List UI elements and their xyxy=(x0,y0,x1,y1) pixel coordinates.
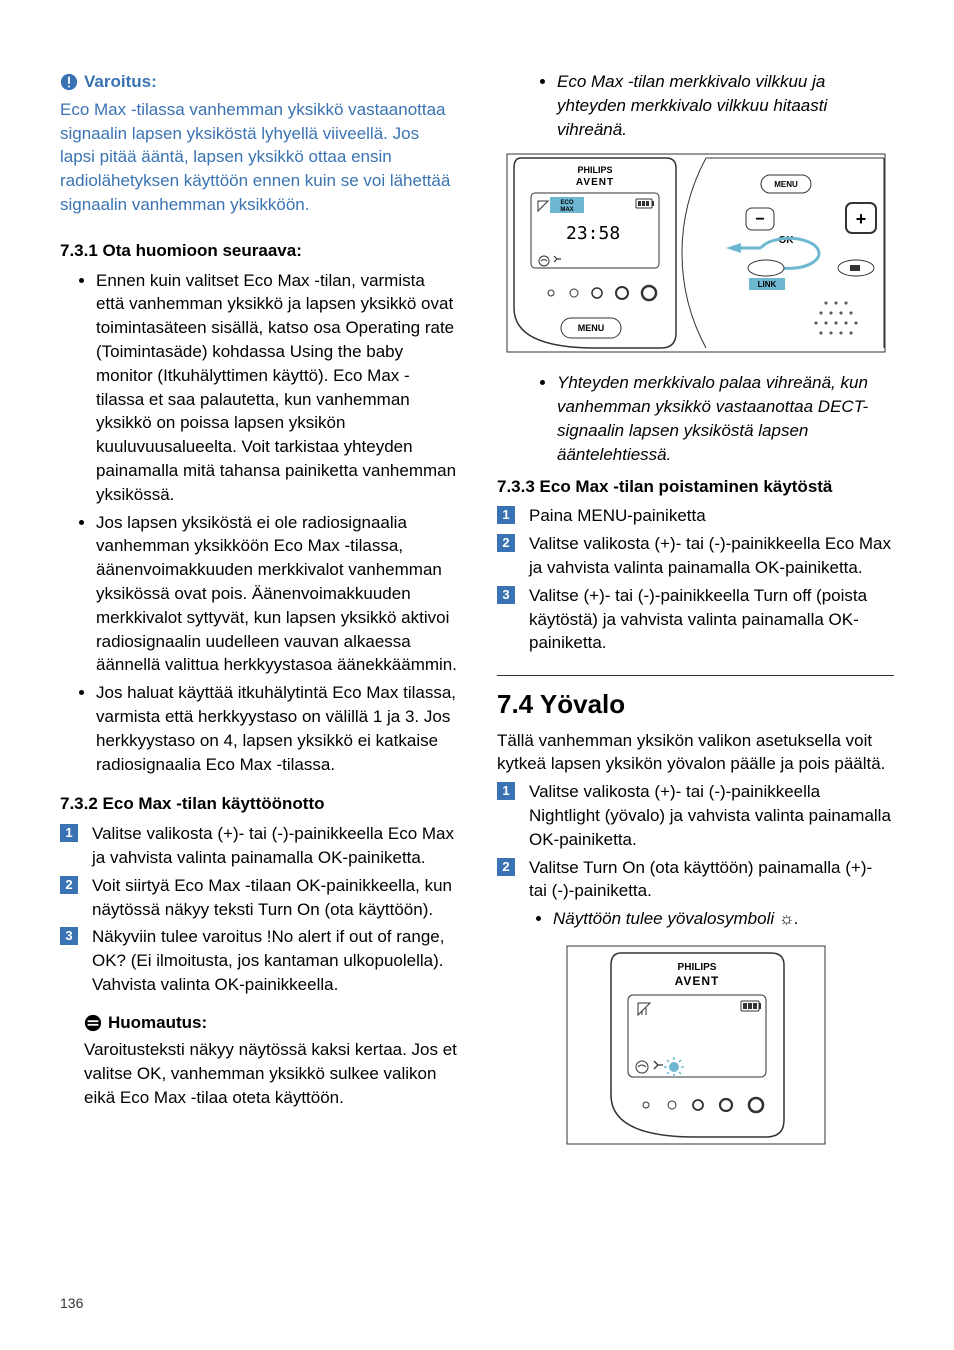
step-text: Valitse (+)- tai (-)-painikkeella Turn o… xyxy=(529,586,867,653)
warning-header: Varoitus: xyxy=(60,70,457,94)
list-7-3-1: Ennen kuin valitset Eco Max -tilan, varm… xyxy=(60,269,457,777)
step-number: 1 xyxy=(497,506,515,524)
heading-7-4: 7.4 Yövalo xyxy=(497,689,625,719)
list-item: Yhteyden merkkivalo palaa vihreänä, kun … xyxy=(557,371,894,466)
section-7-4-intro: Tällä vanhemman yksikön valikon asetukse… xyxy=(497,729,894,777)
nightlight-icon xyxy=(664,1057,684,1077)
device-diagram-eco: PHILIPS AVENT ECO MAX 23:58 xyxy=(506,153,886,353)
note-label: Huomautus: xyxy=(108,1011,207,1035)
note-icon xyxy=(84,1014,102,1032)
intro-bullet: Eco Max -tilan merkkivalo vilkkuu ja yht… xyxy=(497,70,894,141)
note-body: Varoitusteksti näkyy näytössä kaksi kert… xyxy=(60,1038,457,1109)
step-item: 3 Näkyviin tulee varoitus !No alert if ou… xyxy=(60,925,457,996)
brand-text: PHILIPS xyxy=(677,962,716,973)
step-item: 2 Valitse Turn On (ota käyttöön) painamal… xyxy=(497,856,894,931)
heading-7-3-3: 7.3.3 Eco Max -tilan poistaminen käytöst… xyxy=(497,475,894,499)
step-item: 2 Valitse valikosta (+)- tai (-)-painikke… xyxy=(497,532,894,580)
step-item: 2 Voit siirtyä Eco Max -tilaan OK-painikk… xyxy=(60,874,457,922)
step-item: 1 Valitse valikosta (+)- tai (-)-painikke… xyxy=(60,822,457,870)
step-text: Valitse valikosta (+)- tai (-)-painikkee… xyxy=(92,824,454,867)
step-number: 2 xyxy=(60,876,78,894)
svg-text:OK: OK xyxy=(778,235,794,246)
section-7-4-header: 7.4 Yövalo xyxy=(497,675,894,722)
steps-7-4: 1 Valitse valikosta (+)- tai (-)-painikke… xyxy=(497,780,894,931)
sub-bullet-item: Näyttöön tulee yövalosymboli ☼. xyxy=(553,907,894,931)
brand-sub: AVENT xyxy=(575,177,613,188)
svg-text:+: + xyxy=(855,209,866,229)
brand-text: PHILIPS xyxy=(577,165,612,175)
left-column: Varoitus: Eco Max -tilassa vanhemman yks… xyxy=(60,70,457,1163)
step-text: Valitse Turn On (ota käyttöön) painamall… xyxy=(529,858,872,901)
step-item: 1 Paina MENU-painiketta xyxy=(497,504,894,528)
step-text: Valitse valikosta (+)- tai (-)-painikkee… xyxy=(529,782,891,849)
list-item: Jos haluat käyttää itkuhälytintä Eco Max… xyxy=(96,681,457,776)
page-columns: Varoitus: Eco Max -tilassa vanhemman yks… xyxy=(60,70,894,1163)
right-column: Eco Max -tilan merkkivalo vilkkuu ja yht… xyxy=(497,70,894,1163)
svg-text:LINK: LINK xyxy=(757,280,776,289)
time-text: 23:58 xyxy=(566,223,620,244)
step-number: 2 xyxy=(497,534,515,552)
step-number: 2 xyxy=(497,858,515,876)
warning-label: Varoitus: xyxy=(84,70,157,94)
step-text: Voit siirtyä Eco Max -tilaan OK-painikke… xyxy=(92,876,452,919)
warning-body: Eco Max -tilassa vanhemman yksikkö vasta… xyxy=(60,98,457,217)
step-item: 3 Valitse (+)- tai (-)-painikkeella Turn … xyxy=(497,584,894,655)
svg-text:ECO: ECO xyxy=(560,200,573,206)
step-text: Valitse valikosta (+)- tai (-)-painikkee… xyxy=(529,534,891,577)
svg-text:MAX: MAX xyxy=(560,207,573,213)
heading-7-3-1: 7.3.1 Ota huomioon seuraava: xyxy=(60,239,457,263)
after-diagram-bullet: Yhteyden merkkivalo palaa vihreänä, kun … xyxy=(497,371,894,466)
step-number: 1 xyxy=(497,782,515,800)
menu-label: MENU xyxy=(577,323,604,333)
svg-text:MENU: MENU xyxy=(774,180,798,189)
list-item: Jos lapsen yksiköstä ei ole radiosignaal… xyxy=(96,511,457,678)
brand-sub: AVENT xyxy=(674,974,719,988)
steps-7-3-2: 1 Valitse valikosta (+)- tai (-)-painikke… xyxy=(60,822,457,997)
step-number: 3 xyxy=(497,586,515,604)
step-text: Paina MENU-painiketta xyxy=(529,506,706,525)
svg-text:−: − xyxy=(755,211,764,228)
steps-7-3-3: 1 Paina MENU-painiketta 2 Valitse valikost… xyxy=(497,504,894,655)
step-item: 1 Valitse valikosta (+)- tai (-)-painikke… xyxy=(497,780,894,851)
list-item: Ennen kuin valitset Eco Max -tilan, varm… xyxy=(96,269,457,507)
step-text: Näkyviin tulee varoitus !No alert if out… xyxy=(92,927,444,994)
heading-7-3-2: 7.3.2 Eco Max -tilan käyttöönotto xyxy=(60,792,457,816)
device-diagram-nightlight: PHILIPS AVENT xyxy=(566,945,826,1145)
warning-icon xyxy=(60,73,78,91)
note-header: Huomautus: xyxy=(60,1011,457,1035)
step-number: 3 xyxy=(60,927,78,945)
page-number: 136 xyxy=(60,1294,83,1314)
list-item: Eco Max -tilan merkkivalo vilkkuu ja yht… xyxy=(557,70,894,141)
step-number: 1 xyxy=(60,824,78,842)
